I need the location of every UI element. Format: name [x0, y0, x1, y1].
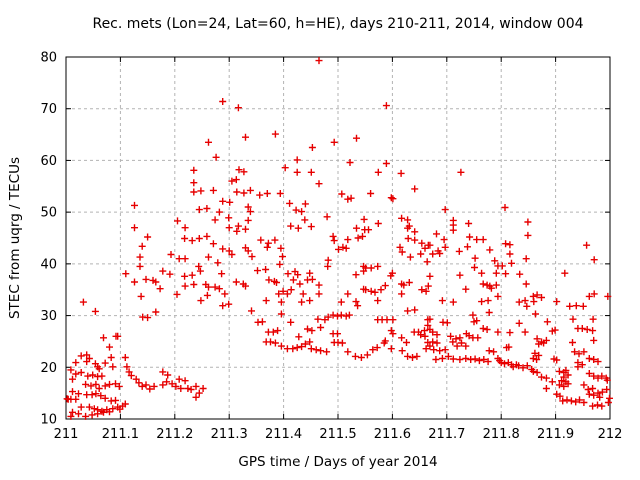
- x-tick-label: 212: [598, 427, 623, 442]
- x-tick-label: 211.3: [211, 427, 248, 442]
- x-tick-label: 211.7: [428, 427, 465, 442]
- y-tick-label: 30: [40, 309, 57, 324]
- y-tick-label: 60: [40, 154, 57, 169]
- y-tick-label: 10: [40, 413, 57, 428]
- x-tick-label: 211.4: [265, 427, 302, 442]
- x-tick-label: 211.1: [102, 427, 139, 442]
- x-tick-label: 211.5: [319, 427, 356, 442]
- x-tick-label: 211.9: [537, 427, 574, 442]
- scatter-points: [63, 57, 613, 420]
- plot-border: [65, 56, 611, 420]
- x-tick-label: 211.2: [156, 427, 193, 442]
- data-point-markers: [63, 57, 613, 420]
- y-axis-label: STEC from uqrg / TECUs: [7, 157, 23, 319]
- y-tick-label: 40: [40, 257, 57, 272]
- y-tick-label: 70: [40, 102, 57, 117]
- y-tick-label: 20: [40, 361, 57, 376]
- x-tick-label: 211.8: [483, 427, 520, 442]
- x-tick-label: 211.6: [374, 427, 411, 442]
- x-tick-label: 211: [54, 427, 79, 442]
- chart-title: Rec. mets (Lon=24, Lat=60, h=HE), days 2…: [92, 16, 583, 32]
- tick-labels: 211 211.1 211.2 211.3 211.4 211.5 211.6 211.7 21…: [40, 51, 622, 443]
- y-tick-label: 80: [40, 51, 57, 66]
- y-tick-label: 50: [40, 206, 57, 221]
- x-axis-label: GPS time / Days of year 2014: [238, 454, 437, 470]
